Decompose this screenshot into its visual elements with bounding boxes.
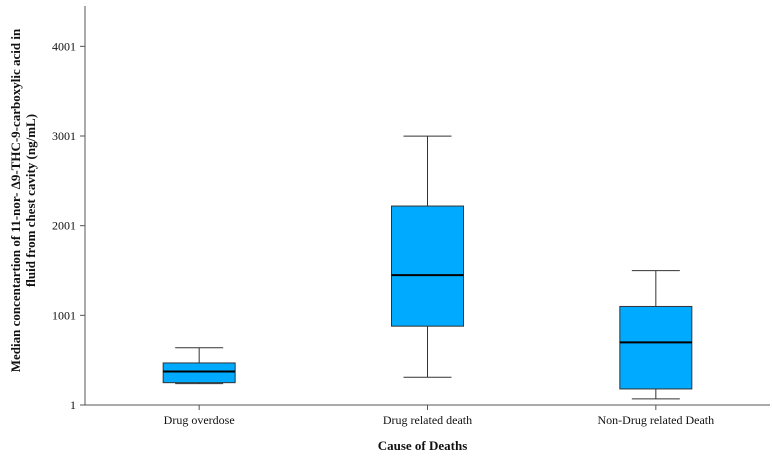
iqr-box — [391, 205, 464, 327]
x-tick-label: Drug related death — [383, 413, 472, 427]
boxes — [162, 135, 693, 400]
box-2 — [391, 135, 464, 378]
x-tick-label: Drug overdose — [164, 413, 235, 427]
box-1 — [162, 347, 236, 385]
x-tick-label: Non-Drug related Death — [598, 413, 715, 427]
y-tick-label: 1 — [70, 398, 76, 412]
y-tick-label: 1001 — [52, 308, 76, 322]
y-tick-label: 2001 — [52, 219, 76, 233]
y-tick-label: 4001 — [52, 39, 76, 53]
y-axis-ticks: 1 1001 2001 3001 4001 — [52, 39, 85, 412]
iqr-box — [162, 362, 236, 384]
box-3 — [619, 270, 693, 400]
y-axis-title-line: fluid from chest cavity (ng/mL) — [23, 114, 38, 287]
y-axis-title: Median concentartion of 11-nor- Δ9-THC-9… — [8, 28, 38, 372]
y-axis-title-line: Median concentartion of 11-nor- Δ9-THC-9… — [8, 28, 23, 372]
x-axis-title: Cause of Deaths — [378, 438, 468, 453]
y-tick-label: 3001 — [52, 129, 76, 143]
x-axis-ticks: Drug overdose Drug related death Non-Drug … — [164, 405, 714, 427]
iqr-box — [619, 305, 693, 390]
